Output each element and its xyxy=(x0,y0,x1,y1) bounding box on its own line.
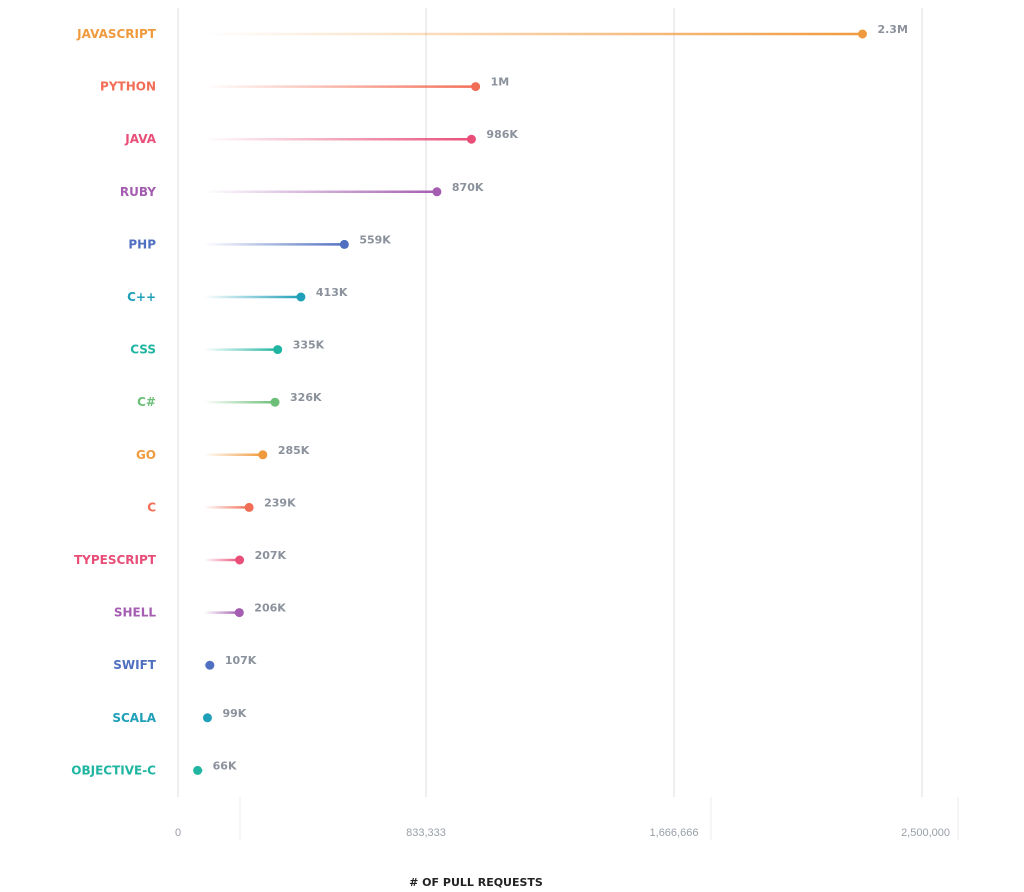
value-label: 870K xyxy=(452,181,484,194)
x-axis-title: # OF PULL REQUESTS xyxy=(409,876,543,889)
x-axis-ticks: 0 833,333 1,666,666 2,500,000 xyxy=(175,827,950,839)
category-labels: JAVASCRIPT PYTHON JAVA RUBY PHP C++ CSS C# GO C TY… xyxy=(71,27,157,777)
value-label: 99K xyxy=(222,707,246,720)
value-label: 413K xyxy=(316,286,348,299)
category-label: SCALA xyxy=(112,711,156,725)
value-label: 239K xyxy=(264,496,296,509)
lollipop-dot xyxy=(235,555,245,565)
category-label: PYTHON xyxy=(100,80,156,94)
category-label: RUBY xyxy=(120,185,156,199)
lollipop-dot xyxy=(202,713,212,723)
category-label: TYPESCRIPT xyxy=(74,553,157,567)
lollipop-dot xyxy=(234,608,244,618)
category-label: OBJECTIVE-C xyxy=(71,763,156,777)
category-label: GO xyxy=(136,448,156,462)
value-label: 1M xyxy=(491,76,510,89)
lollipop-dot xyxy=(432,187,442,197)
value-label: 335K xyxy=(293,339,325,352)
value-label: 559K xyxy=(359,233,391,246)
value-label: 206K xyxy=(254,602,286,615)
category-label: C++ xyxy=(127,290,156,304)
lollipop-dot xyxy=(857,29,867,39)
category-label: C# xyxy=(137,395,156,409)
category-label: JAVASCRIPT xyxy=(76,27,157,41)
category-label: PHP xyxy=(128,237,156,251)
value-label: 207K xyxy=(255,549,287,562)
lollipop-dot xyxy=(258,450,268,460)
category-label: C xyxy=(147,500,156,514)
value-label: 986K xyxy=(486,128,518,141)
value-label: 107K xyxy=(225,654,257,667)
value-label: 2.3M xyxy=(877,23,907,36)
lollipop-dot xyxy=(471,82,481,92)
category-label: JAVA xyxy=(124,132,156,146)
category-label: CSS xyxy=(130,343,156,357)
value-label: 326K xyxy=(290,391,322,404)
lollipop-dot xyxy=(339,239,349,249)
lollipop-dot xyxy=(466,134,476,144)
lollipop-dot xyxy=(244,502,254,512)
lollipop-dot xyxy=(273,345,283,355)
value-label: 66K xyxy=(213,759,237,772)
lollipop-series: 2.3M 1M 986K 870K 559K 413K 335K 326K 285K 239K 20… xyxy=(193,23,908,775)
lollipop-dot xyxy=(270,397,280,407)
value-label: 285K xyxy=(278,444,310,457)
grid-lines xyxy=(177,8,959,840)
lollipop-dot xyxy=(193,765,203,775)
x-tick-label: 1,666,666 xyxy=(650,827,699,839)
lollipop-dot xyxy=(205,660,215,670)
x-tick-label: 833,333 xyxy=(406,827,446,839)
lollipop-dot xyxy=(296,292,306,302)
category-label: SHELL xyxy=(114,606,157,620)
category-label: SWIFT xyxy=(113,658,157,672)
x-tick-label: 2,500,000 xyxy=(901,827,950,839)
x-tick-label: 0 xyxy=(175,827,181,839)
